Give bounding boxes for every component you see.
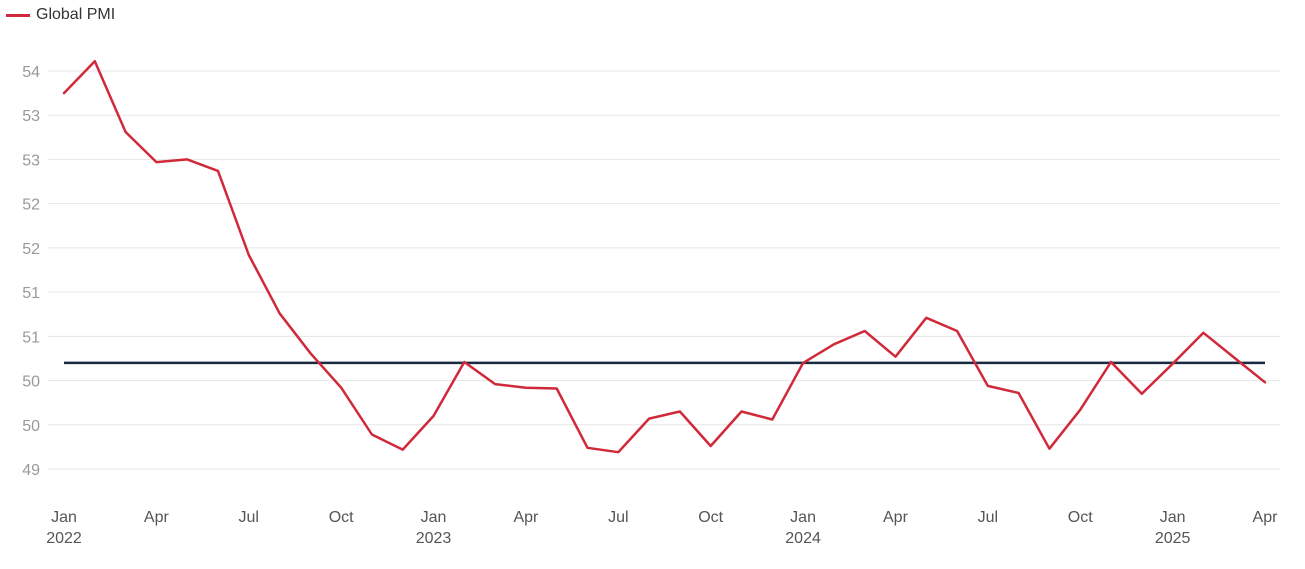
x-tick-label: Jan	[421, 509, 447, 526]
legend-swatch	[6, 13, 30, 17]
x-tick-label: Apr	[144, 509, 170, 526]
data-point[interactable]	[584, 444, 592, 452]
x-tick-year-label: 2022	[46, 530, 82, 547]
data-point[interactable]	[707, 442, 715, 450]
data-point[interactable]	[922, 314, 930, 322]
y-tick-label: 52	[22, 241, 40, 258]
x-tick-label: Apr	[883, 509, 909, 526]
x-tick-label: Jan	[790, 509, 816, 526]
x-tick-label: Jan	[51, 509, 77, 526]
data-point[interactable]	[830, 340, 838, 348]
y-tick-label: 53	[22, 108, 40, 125]
data-point[interactable]	[676, 408, 684, 416]
data-point[interactable]	[214, 167, 222, 175]
x-tick-label: Oct	[1068, 509, 1093, 526]
data-point[interactable]	[522, 384, 530, 392]
data-point[interactable]	[306, 349, 314, 357]
y-tick-label: 53	[22, 152, 40, 169]
data-point[interactable]	[60, 89, 68, 97]
data-point[interactable]	[953, 327, 961, 335]
y-tick-label: 54	[22, 64, 40, 81]
x-tick-label: Jul	[978, 509, 998, 526]
data-point[interactable]	[645, 415, 653, 423]
data-point[interactable]	[152, 158, 160, 166]
y-tick-label: 50	[22, 418, 40, 435]
x-tick-year-label: 2025	[1155, 530, 1191, 547]
data-point[interactable]	[1015, 389, 1023, 397]
x-tick-label: Oct	[329, 509, 354, 526]
data-point[interactable]	[91, 57, 99, 65]
y-tick-label: 52	[22, 197, 40, 214]
x-tick-label: Jan	[1160, 509, 1186, 526]
x-tick-label: Jul	[239, 509, 259, 526]
data-point[interactable]	[1138, 390, 1146, 398]
data-point[interactable]	[368, 431, 376, 439]
y-tick-label: 49	[22, 462, 40, 479]
data-point[interactable]	[1261, 378, 1269, 386]
x-tick-label: Apr	[1253, 509, 1279, 526]
x-tick-year-label: 2024	[785, 530, 821, 547]
data-point[interactable]	[614, 448, 622, 456]
data-point[interactable]	[861, 327, 869, 335]
data-point[interactable]	[276, 309, 284, 317]
data-point[interactable]	[1045, 445, 1053, 453]
series-line-global-pmi[interactable]	[62, 59, 1267, 454]
data-point[interactable]	[1169, 360, 1177, 368]
data-point[interactable]	[553, 385, 561, 393]
legend-label[interactable]: Global PMI	[36, 6, 116, 23]
y-tick-label: 51	[22, 329, 40, 346]
chart-legend: Global PMI	[6, 4, 115, 26]
x-tick-label: Jul	[608, 509, 628, 526]
x-tick-label: Oct	[698, 509, 723, 526]
data-point[interactable]	[1076, 406, 1084, 414]
data-point[interactable]	[768, 416, 776, 424]
data-point[interactable]	[891, 353, 899, 361]
data-point[interactable]	[1107, 358, 1115, 366]
data-point[interactable]	[183, 155, 191, 163]
y-tick-label: 51	[22, 285, 40, 302]
data-point[interactable]	[399, 446, 407, 454]
data-point[interactable]	[337, 384, 345, 392]
data-point[interactable]	[1230, 354, 1238, 362]
data-point[interactable]	[491, 380, 499, 388]
data-point[interactable]	[430, 412, 438, 420]
data-point[interactable]	[245, 251, 253, 259]
data-point[interactable]	[737, 408, 745, 416]
data-point[interactable]	[1199, 329, 1207, 337]
x-tick-year-label: 2023	[416, 530, 452, 547]
data-point[interactable]	[984, 382, 992, 390]
data-point[interactable]	[122, 128, 130, 136]
data-point[interactable]	[799, 359, 807, 367]
y-tick-label: 50	[22, 374, 40, 391]
x-tick-label: Apr	[513, 509, 539, 526]
data-point[interactable]	[460, 358, 468, 366]
